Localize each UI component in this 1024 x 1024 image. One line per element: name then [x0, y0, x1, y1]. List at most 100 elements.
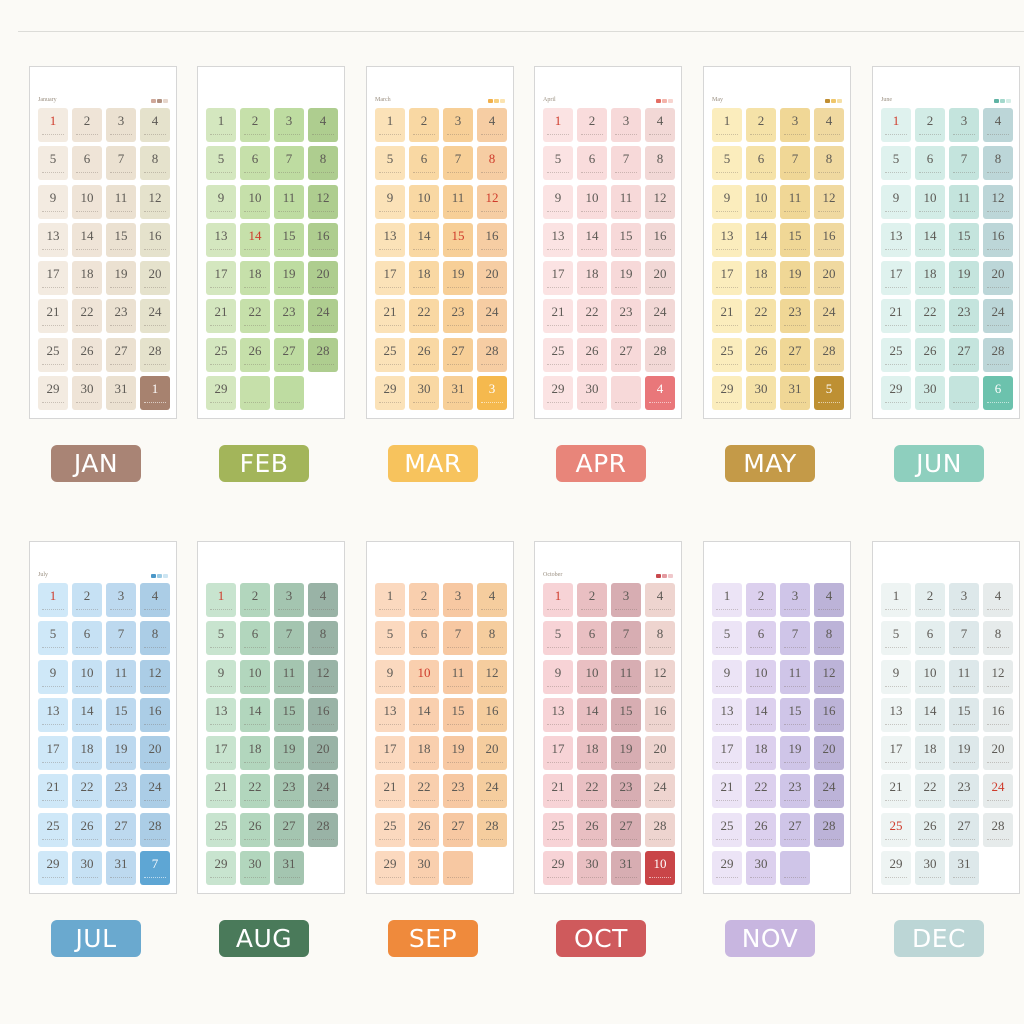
- day-sticker[interactable]: 17: [38, 261, 68, 296]
- day-sticker[interactable]: 12: [308, 184, 338, 219]
- day-sticker[interactable]: [240, 376, 270, 411]
- day-sticker[interactable]: 6: [746, 146, 776, 181]
- day-sticker[interactable]: 7: [611, 621, 641, 656]
- day-sticker[interactable]: 3: [780, 583, 810, 617]
- day-sticker[interactable]: 3: [477, 376, 507, 411]
- day-sticker[interactable]: 3: [780, 108, 810, 142]
- day-sticker[interactable]: 19: [949, 261, 979, 296]
- day-sticker[interactable]: 4: [308, 108, 338, 142]
- day-sticker[interactable]: 7: [780, 621, 810, 656]
- day-sticker[interactable]: 4: [140, 583, 170, 617]
- day-sticker[interactable]: 14: [746, 697, 776, 732]
- day-sticker[interactable]: 17: [543, 261, 573, 296]
- day-sticker[interactable]: 20: [477, 736, 507, 771]
- day-sticker[interactable]: 6: [746, 621, 776, 656]
- day-sticker[interactable]: 11: [949, 659, 979, 694]
- day-sticker[interactable]: 4: [983, 108, 1013, 142]
- day-sticker[interactable]: 22: [577, 299, 607, 334]
- day-sticker[interactable]: 11: [443, 659, 473, 694]
- day-sticker[interactable]: 17: [881, 736, 911, 771]
- day-sticker[interactable]: 11: [106, 184, 136, 219]
- day-sticker[interactable]: 13: [206, 697, 236, 732]
- day-sticker[interactable]: 14: [72, 697, 102, 732]
- day-sticker[interactable]: 28: [814, 812, 844, 847]
- day-sticker[interactable]: 7: [443, 621, 473, 656]
- day-sticker[interactable]: 25: [881, 337, 911, 372]
- day-sticker[interactable]: 21: [38, 299, 68, 334]
- day-sticker[interactable]: 28: [983, 337, 1013, 372]
- day-sticker[interactable]: 15: [106, 697, 136, 732]
- day-sticker[interactable]: 16: [477, 697, 507, 732]
- day-sticker[interactable]: 20: [645, 736, 675, 771]
- day-sticker[interactable]: 15: [780, 222, 810, 257]
- day-sticker[interactable]: 13: [881, 222, 911, 257]
- day-sticker[interactable]: 4: [645, 108, 675, 142]
- day-sticker[interactable]: 17: [881, 261, 911, 296]
- day-sticker[interactable]: 21: [881, 774, 911, 809]
- day-sticker[interactable]: 14: [915, 697, 945, 732]
- day-sticker[interactable]: 17: [712, 736, 742, 771]
- day-sticker[interactable]: 19: [106, 261, 136, 296]
- day-sticker[interactable]: 26: [746, 812, 776, 847]
- day-sticker[interactable]: 24: [140, 774, 170, 809]
- day-sticker[interactable]: 7: [611, 146, 641, 181]
- day-sticker[interactable]: 8: [983, 146, 1013, 181]
- day-sticker[interactable]: 15: [949, 222, 979, 257]
- day-sticker[interactable]: 2: [915, 583, 945, 617]
- day-sticker[interactable]: 19: [611, 261, 641, 296]
- day-sticker[interactable]: 19: [443, 736, 473, 771]
- day-sticker[interactable]: 14: [915, 222, 945, 257]
- day-sticker[interactable]: 21: [543, 299, 573, 334]
- day-sticker[interactable]: 24: [645, 774, 675, 809]
- day-sticker[interactable]: 25: [375, 812, 405, 847]
- day-sticker[interactable]: 20: [645, 261, 675, 296]
- day-sticker[interactable]: 4: [477, 108, 507, 142]
- day-sticker[interactable]: 18: [240, 736, 270, 771]
- day-sticker[interactable]: 28: [645, 337, 675, 372]
- day-sticker[interactable]: 10: [240, 184, 270, 219]
- day-sticker[interactable]: 6: [983, 376, 1013, 411]
- day-sticker[interactable]: 11: [949, 184, 979, 219]
- day-sticker[interactable]: 31: [106, 376, 136, 411]
- day-sticker[interactable]: 13: [38, 697, 68, 732]
- day-sticker[interactable]: 28: [308, 337, 338, 372]
- day-sticker[interactable]: 8: [477, 621, 507, 656]
- day-sticker[interactable]: 21: [712, 299, 742, 334]
- day-sticker[interactable]: 12: [645, 659, 675, 694]
- day-sticker[interactable]: 17: [712, 261, 742, 296]
- day-sticker[interactable]: 16: [814, 697, 844, 732]
- day-sticker[interactable]: 25: [206, 812, 236, 847]
- day-sticker[interactable]: 21: [206, 299, 236, 334]
- day-sticker[interactable]: 26: [72, 337, 102, 372]
- day-sticker[interactable]: 27: [780, 812, 810, 847]
- day-sticker[interactable]: 25: [543, 812, 573, 847]
- day-sticker[interactable]: 20: [814, 736, 844, 771]
- day-sticker[interactable]: 8: [140, 621, 170, 656]
- day-sticker[interactable]: [611, 376, 641, 411]
- day-sticker[interactable]: 8: [814, 146, 844, 181]
- day-sticker[interactable]: 9: [543, 184, 573, 219]
- day-sticker[interactable]: 2: [409, 583, 439, 617]
- day-sticker[interactable]: 11: [611, 659, 641, 694]
- day-sticker[interactable]: 14: [577, 222, 607, 257]
- day-sticker[interactable]: 24: [983, 774, 1013, 809]
- day-sticker[interactable]: 25: [38, 812, 68, 847]
- day-sticker[interactable]: 1: [712, 583, 742, 617]
- day-sticker[interactable]: 19: [274, 736, 304, 771]
- day-sticker[interactable]: 11: [106, 659, 136, 694]
- day-sticker[interactable]: 27: [443, 812, 473, 847]
- day-sticker[interactable]: 10: [72, 184, 102, 219]
- day-sticker[interactable]: 3: [106, 583, 136, 617]
- day-sticker[interactable]: 2: [577, 108, 607, 142]
- day-sticker[interactable]: 29: [881, 376, 911, 411]
- day-sticker[interactable]: 19: [443, 261, 473, 296]
- day-sticker[interactable]: 5: [38, 146, 68, 181]
- day-sticker[interactable]: 29: [712, 376, 742, 411]
- day-sticker[interactable]: 9: [375, 184, 405, 219]
- day-sticker[interactable]: 31: [106, 851, 136, 886]
- day-sticker[interactable]: 17: [206, 261, 236, 296]
- day-sticker[interactable]: 30: [72, 851, 102, 886]
- day-sticker[interactable]: 27: [106, 337, 136, 372]
- day-sticker[interactable]: 7: [106, 146, 136, 181]
- day-sticker[interactable]: 1: [206, 583, 236, 617]
